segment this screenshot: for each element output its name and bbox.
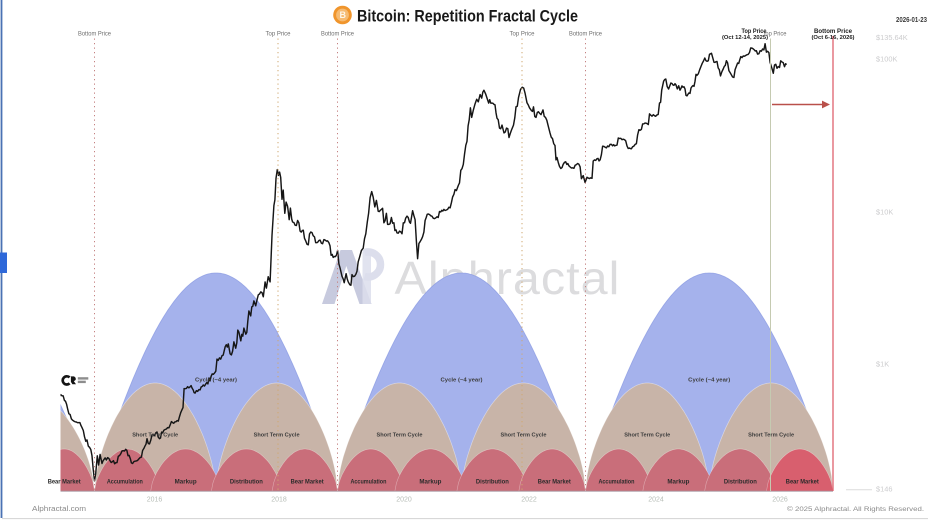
svg-text:Short Term Cycle: Short Term Cycle <box>501 433 548 439</box>
svg-text:Bear Market: Bear Market <box>538 479 571 486</box>
svg-text:Short Term Cycle: Short Term Cycle <box>377 433 424 439</box>
svg-text:2022: 2022 <box>521 497 537 504</box>
svg-text:Distribution: Distribution <box>724 479 757 486</box>
svg-text:Bear Market: Bear Market <box>786 479 819 486</box>
svg-text:2020: 2020 <box>396 497 412 504</box>
svg-text:Markup: Markup <box>419 479 441 486</box>
svg-text:Top Price: Top Price <box>510 30 535 37</box>
svg-text:Bottom Price: Bottom Price <box>78 30 111 37</box>
svg-text:(Oct 6-16, 2026): (Oct 6-16, 2026) <box>812 35 855 41</box>
svg-text:Short Term Cycle: Short Term Cycle <box>624 433 671 439</box>
svg-text:Bottom Price: Bottom Price <box>569 30 602 37</box>
svg-text:(Oct 12-14, 2025): (Oct 12-14, 2025) <box>722 35 768 41</box>
svg-text:2016: 2016 <box>147 497 163 504</box>
svg-text:Short Term Cycle: Short Term Cycle <box>254 433 301 439</box>
svg-text:Accumulation: Accumulation <box>107 479 143 486</box>
svg-text:Top Price: Top Price <box>742 29 768 35</box>
svg-text:Cycle (~4 year): Cycle (~4 year) <box>441 378 483 384</box>
svg-text:Bottom Price: Bottom Price <box>814 29 853 35</box>
svg-text:Top Price: Top Price <box>763 30 787 37</box>
svg-text:2026-01-23: 2026-01-23 <box>896 15 927 24</box>
svg-text:Short Term Cycle: Short Term Cycle <box>132 433 179 439</box>
svg-text:Short Term Cycle: Short Term Cycle <box>748 433 795 439</box>
svg-text:Cycle (~4 year): Cycle (~4 year) <box>688 378 730 384</box>
svg-text:$10K: $10K <box>876 208 893 217</box>
svg-text:Bottom Price: Bottom Price <box>321 30 354 37</box>
svg-text:Markup: Markup <box>175 479 197 486</box>
svg-text:Alphractal.com: Alphractal.com <box>32 504 86 513</box>
svg-text:B: B <box>339 10 346 20</box>
svg-text:Distribution: Distribution <box>476 479 509 486</box>
svg-text:Markup: Markup <box>667 479 689 486</box>
svg-text:Cycle (~4 year): Cycle (~4 year) <box>195 378 237 384</box>
svg-text:2024: 2024 <box>648 497 664 504</box>
svg-text:Top Price: Top Price <box>266 30 291 37</box>
svg-text:© 2025 Alphractal. All Rights: © 2025 Alphractal. All Rights Reserved. <box>787 505 924 513</box>
svg-text:Accumulation: Accumulation <box>350 479 386 486</box>
svg-text:Bear Market: Bear Market <box>291 479 324 486</box>
svg-text:$146: $146 <box>876 485 892 494</box>
svg-text:$1K: $1K <box>876 360 889 369</box>
svg-text:$100K: $100K <box>876 55 897 64</box>
svg-text:$135.64K: $135.64K <box>876 33 908 42</box>
svg-text:Bitcoin: Repetition Fractal Cy: Bitcoin: Repetition Fractal Cycle <box>357 7 578 25</box>
svg-text:Bear Market: Bear Market <box>48 479 81 486</box>
svg-text:2018: 2018 <box>271 497 287 504</box>
svg-text:2026: 2026 <box>772 497 788 504</box>
svg-text:Accumulation: Accumulation <box>598 479 634 486</box>
svg-text:Distribution: Distribution <box>230 479 263 486</box>
